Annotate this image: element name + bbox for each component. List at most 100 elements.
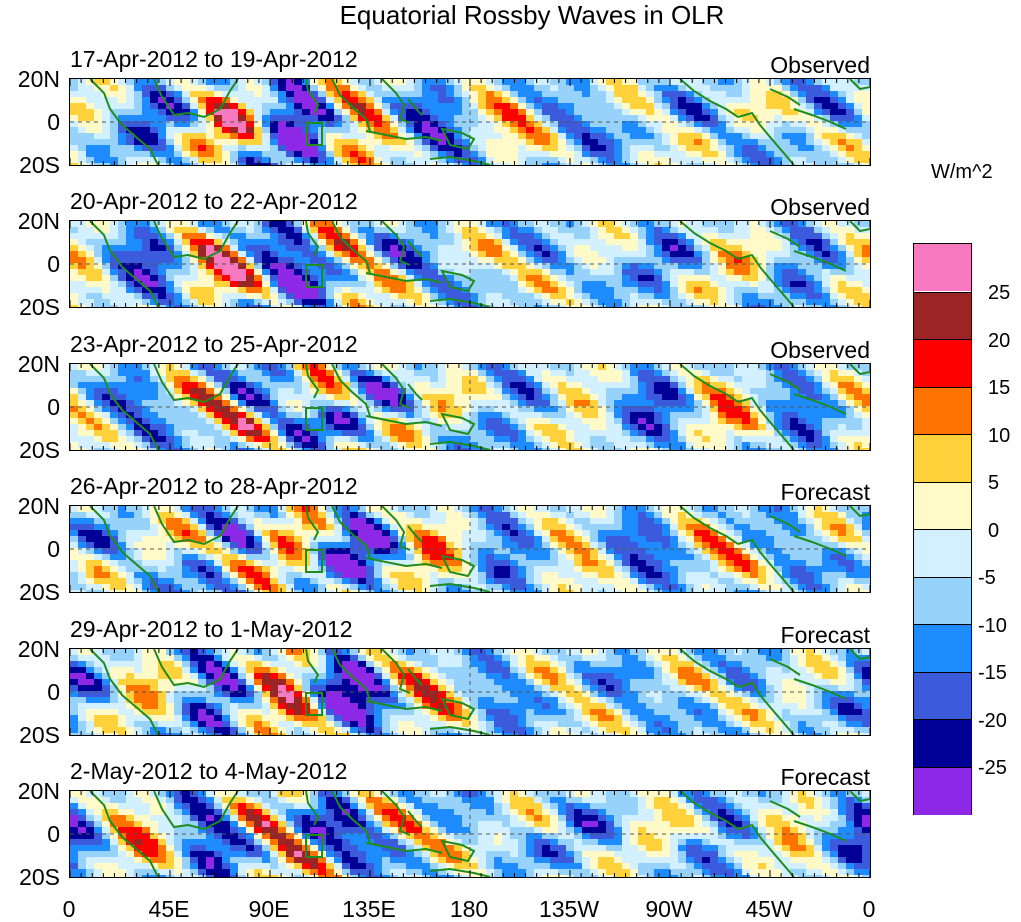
olr-map <box>69 362 871 451</box>
coastline <box>679 791 739 830</box>
coastline <box>381 79 411 124</box>
panel-period: 23-Apr-2012 to 25-Apr-2012 <box>70 330 358 357</box>
colorbar-swatch <box>914 766 971 815</box>
coastline <box>365 272 443 285</box>
coastline <box>769 372 801 391</box>
coastline <box>305 549 323 574</box>
y-tick-label: 20S <box>19 579 60 606</box>
olr-map <box>69 505 871 594</box>
coastline <box>89 791 159 877</box>
x-tick-label: 90W <box>645 896 693 922</box>
coastline <box>849 648 870 660</box>
coastline <box>365 414 443 427</box>
coastline <box>365 130 443 142</box>
map-panel: 20-Apr-2012 to 22-Apr-2012 Observed 20N 0 20… <box>0 187 1021 329</box>
coastline <box>331 221 371 274</box>
coastline <box>305 834 323 858</box>
coastline <box>407 383 423 401</box>
y-tick-label: 20S <box>19 436 60 463</box>
coastline <box>89 506 159 593</box>
colorbar-swatch <box>914 719 971 767</box>
colorbar-label: -15 <box>978 662 1007 684</box>
coastline <box>440 697 476 720</box>
chart-title: Equatorial Rossby Waves in OLR <box>339 0 725 30</box>
coastline <box>331 648 371 701</box>
coastline <box>153 648 239 688</box>
panel-period: 17-Apr-2012 to 19-Apr-2012 <box>70 46 358 72</box>
coastline <box>153 506 239 546</box>
coastline <box>429 155 491 165</box>
x-tick-label: 45E <box>148 896 190 922</box>
olr-field <box>70 221 870 308</box>
coastline <box>429 867 491 877</box>
coastline <box>793 535 847 558</box>
coastline <box>849 221 870 233</box>
coastline <box>440 270 476 293</box>
y-tick-label: 20S <box>19 721 60 748</box>
colorbar-swatch <box>914 291 971 340</box>
y-tick-label: 0 <box>47 251 60 278</box>
coastline <box>305 122 323 146</box>
colorbar-label: 15 <box>988 377 1011 399</box>
coastline <box>153 221 239 261</box>
y-tick-label: 0 <box>47 536 60 563</box>
coastline <box>331 79 371 132</box>
panel-period: 26-Apr-2012 to 28-Apr-2012 <box>70 473 358 500</box>
panel-kind: Observed <box>770 194 870 221</box>
y-tick-label: 0 <box>47 109 60 135</box>
map-panel: 26-Apr-2012 to 28-Apr-2012 Forecast 20N 0 20… <box>0 472 1021 614</box>
colorbar-label: 10 <box>988 424 1011 447</box>
y-tick-label: 20N <box>17 66 60 92</box>
y-tick-label: 20S <box>19 152 60 178</box>
y-tick-label: 0 <box>47 678 60 705</box>
coastline <box>769 657 801 676</box>
olr-field <box>70 79 870 165</box>
colorbar-units: W/m^2 <box>931 161 993 183</box>
colorbar-swatch <box>914 434 971 482</box>
y-tick-label: 20N <box>17 208 60 235</box>
x-tick-label: 0 <box>62 896 76 922</box>
olr-field <box>70 648 870 735</box>
map-panel: 23-Apr-2012 to 25-Apr-2012 Observed 20N 0 20… <box>0 330 1021 472</box>
coastline <box>440 554 476 578</box>
coastline <box>407 98 423 116</box>
colorbar-swatch <box>914 576 971 625</box>
coastline <box>305 406 323 431</box>
y-tick-label: 20S <box>19 294 60 321</box>
coastline <box>679 363 739 403</box>
colorbar-label: -10 <box>978 614 1007 637</box>
coastline <box>737 111 795 165</box>
olr-field <box>70 363 870 450</box>
panel-kind: Forecast <box>780 764 870 790</box>
coastline <box>849 79 870 91</box>
coastline <box>429 583 491 593</box>
colorbar-label: 0 <box>988 519 1000 542</box>
coastline <box>153 79 239 119</box>
x-tick-label: 45W <box>745 896 793 922</box>
coastline <box>305 791 320 826</box>
coastline <box>305 506 320 541</box>
coastline <box>769 515 801 534</box>
coastline <box>331 363 371 417</box>
colorbar-label: 25 <box>988 282 1011 304</box>
coastline <box>737 254 795 308</box>
coastline <box>305 264 323 289</box>
coastline <box>305 648 320 684</box>
coastline <box>331 791 371 844</box>
panel-kind: Forecast <box>780 621 870 648</box>
x-tick-label: 0 <box>862 896 876 922</box>
coastline <box>89 363 159 450</box>
map-panel: 2-May-2012 to 4-May-2012 Forecast 20N 0 20S <box>0 757 1021 899</box>
olr-map <box>69 220 871 309</box>
olr-map <box>69 790 871 878</box>
colorbar-swatch <box>914 386 971 435</box>
map-panel: 17-Apr-2012 to 19-Apr-2012 Observed 20N 0 20… <box>0 45 1021 187</box>
coastline <box>793 108 847 130</box>
y-tick-label: 20S <box>19 864 60 890</box>
coastline <box>737 396 795 450</box>
y-tick-label: 20N <box>17 635 60 662</box>
map-panel: 29-Apr-2012 to 1-May-2012 Forecast 20N 0 20S <box>0 615 1021 757</box>
coastline <box>737 823 795 877</box>
colorbar-swatch <box>914 624 971 672</box>
olr-field <box>70 791 870 877</box>
